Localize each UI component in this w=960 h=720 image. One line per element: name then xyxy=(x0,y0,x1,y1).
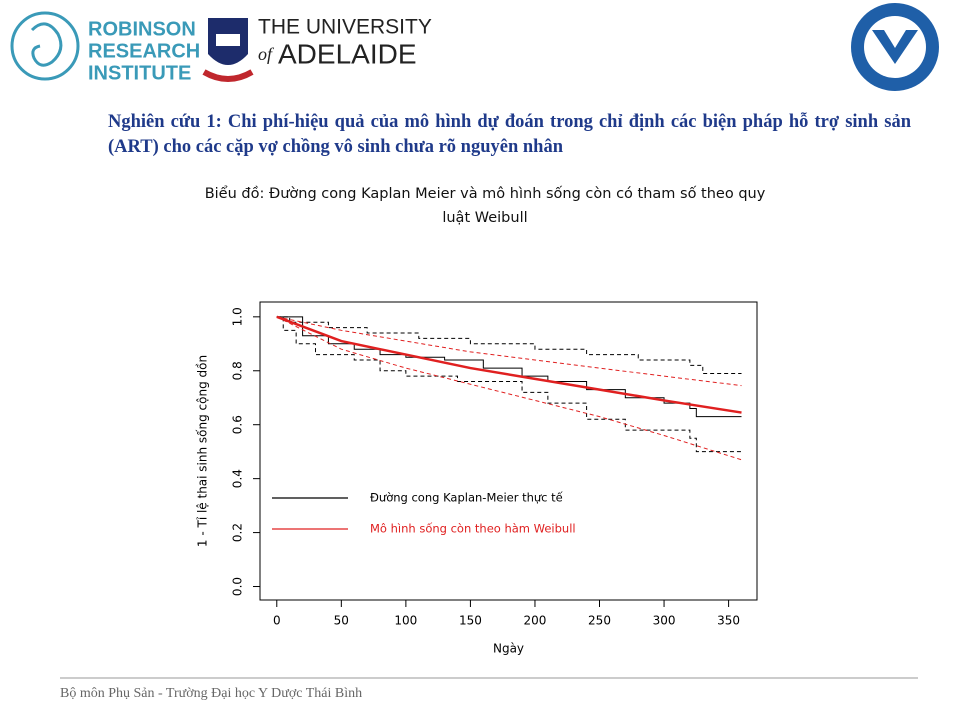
tb-mark xyxy=(872,30,918,64)
logo-text: ROBINSON xyxy=(88,18,196,40)
x-tick-label: 300 xyxy=(653,614,676,628)
y-tick-label: 1.0 xyxy=(231,307,245,326)
legend-label: Mô hình sống còn theo hàm Weibull xyxy=(370,522,576,536)
robinson-emblem xyxy=(10,11,80,81)
logo-text: of xyxy=(258,44,275,64)
x-tick-label: 200 xyxy=(524,614,547,628)
series-line xyxy=(276,316,742,453)
series-line xyxy=(276,315,742,414)
y-tick-label: 0.8 xyxy=(231,361,245,380)
footer: Bộ môn Phụ Sản - Trường Đại học Y Dược T… xyxy=(60,686,363,701)
series-line xyxy=(276,316,742,374)
x-axis-label: Ngày xyxy=(493,642,524,656)
robinson-figure xyxy=(30,22,63,67)
tb-emblem-inner xyxy=(864,16,926,78)
y-tick-label: 0.0 xyxy=(231,577,245,596)
chart-title: Biểu đồ: Đường cong Kaplan Meier và mô h… xyxy=(204,186,766,226)
x-tick-label: 0 xyxy=(273,614,281,628)
logo-text: THE UNIVERSITY xyxy=(258,16,432,39)
x-tick-label: 250 xyxy=(588,614,611,628)
heading: Nghiên cứu 1: Chi phí-hiệu quả của mô hì… xyxy=(108,112,911,157)
x-tick-label: 100 xyxy=(394,614,417,628)
adelaide-book xyxy=(216,34,240,46)
y-tick-label: 0.4 xyxy=(231,469,245,488)
logo-text: INSTITUTE xyxy=(88,62,191,84)
adelaide-ribbon xyxy=(202,69,254,82)
logo-text: RESEARCH xyxy=(88,40,200,62)
y-tick-label: 0.2 xyxy=(231,523,245,542)
y-axis-label: 1 - Tỉ lệ thai sinh sống cộng dồn xyxy=(196,355,210,547)
legend-label: Đường cong Kaplan-Meier thực tế xyxy=(370,491,564,505)
x-tick-label: 150 xyxy=(459,614,482,628)
logo-text: ADELAIDE xyxy=(278,38,417,69)
x-tick-label: 50 xyxy=(334,614,349,628)
series-line xyxy=(276,316,742,461)
plot-frame xyxy=(259,301,758,601)
y-tick-label: 0.6 xyxy=(231,415,245,434)
x-tick-label: 350 xyxy=(717,614,740,628)
series-line xyxy=(276,316,742,387)
